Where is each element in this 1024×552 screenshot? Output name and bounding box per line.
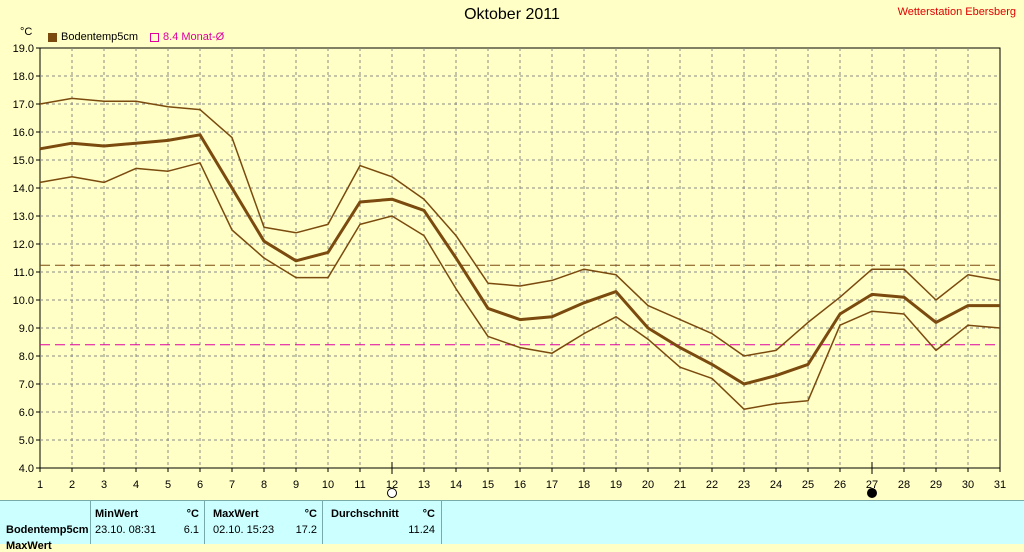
stats-row-label-next: MaxWert	[6, 540, 52, 552]
x-tick-label: 3	[101, 479, 107, 491]
x-tick-label: 8	[261, 479, 267, 491]
stats-min-cell: MinWert °C 23.10. 08:31 6.1	[90, 501, 205, 544]
x-tick-label: 12	[386, 479, 398, 491]
y-tick-label: 19.0	[13, 43, 34, 55]
x-tick-label: 4	[133, 479, 139, 491]
x-tick-label: 17	[546, 479, 558, 491]
max-value: 17.2	[295, 524, 317, 536]
x-tick-label: 18	[578, 479, 590, 491]
legend-swatch-bodentemp	[48, 32, 57, 42]
full-moon-icon	[867, 488, 877, 498]
stats-avg-cell: Durchschnitt °C 11.24	[322, 501, 442, 544]
y-tick-label: 7.0	[19, 379, 34, 391]
y-tick-label: 16.0	[13, 127, 34, 139]
y-tick-label: 4.0	[19, 463, 34, 475]
y-tick-label: 15.0	[13, 155, 34, 167]
x-tick-label: 28	[898, 479, 910, 491]
series-lines	[39, 97, 1001, 410]
x-tick-label: 13	[418, 479, 430, 491]
y-tick-label: 5.0	[19, 435, 34, 447]
min-value: 6.1	[183, 524, 199, 536]
x-tick-label: 15	[482, 479, 494, 491]
x-tick-label: 16	[514, 479, 526, 491]
y-tick-label: 9.0	[19, 323, 34, 335]
x-tick-label: 27	[866, 479, 878, 491]
y-tick-label: 14.0	[13, 183, 34, 195]
station-name: Wetterstation Ebersberg	[897, 6, 1016, 18]
series-line-max	[39, 97, 1001, 357]
x-tick-label: 26	[834, 479, 846, 491]
y-tick-label: 8.0	[19, 351, 34, 363]
x-tick-label: 7	[229, 479, 235, 491]
chart-title: Oktober 2011	[464, 6, 560, 23]
legend-swatch-monthly-avg	[150, 32, 160, 42]
x-tick-label: 1	[37, 479, 43, 491]
stats-label-cell: Bodentemp5cm MaxWert	[0, 501, 90, 552]
max-header: MaxWert	[213, 508, 259, 520]
max-date: 02.10. 15:23	[213, 524, 275, 536]
avg-header: Durchschnitt	[331, 508, 399, 520]
legend-label-bodentemp: Bodentemp5cm	[61, 31, 139, 43]
x-tick-label: 31	[994, 479, 1006, 491]
legend: Bodentemp5cm 8.4 Monat-Ø	[48, 31, 224, 43]
new-moon-icon	[387, 488, 397, 498]
y-axis-unit: °C	[20, 26, 33, 38]
min-header: MinWert	[95, 508, 139, 520]
y-tick-label: 6.0	[19, 407, 34, 419]
y-tick-label: 12.0	[13, 239, 34, 251]
avg-unit-header: °C	[422, 508, 435, 520]
x-tick-label: 2	[69, 479, 75, 491]
avg-value: 11.24	[408, 524, 435, 536]
x-tick-label: 11	[354, 479, 365, 491]
min-date: 23.10. 08:31	[95, 524, 157, 536]
stats-max-cell: MaxWert °C 02.10. 15:23 17.2	[204, 501, 323, 544]
series-line-main	[39, 133, 1000, 386]
x-tick-label: 9	[293, 479, 299, 491]
x-axis-labels: 1 2 3 4 5 6 7 8 9 10 11 12 13 14 15 16 17 18 19 20 21 22 23 24 2…	[37, 479, 1006, 491]
moon-markers	[387, 462, 877, 498]
chart-canvas: 4.05.06.07.08.09.010.011.012.013.014.015…	[13, 43, 1006, 498]
x-tick-label: 22	[706, 479, 718, 491]
stats-table: Bodentemp5cm MaxWert MinWert °C 23.10. 0…	[0, 500, 1024, 552]
x-tick-label: 6	[197, 479, 203, 491]
max-unit-header: °C	[304, 508, 317, 520]
y-tick-label: 17.0	[13, 99, 34, 111]
x-tick-label: 25	[802, 479, 814, 491]
x-tick-label: 21	[674, 479, 686, 491]
y-tick-label: 18.0	[13, 71, 34, 83]
y-tick-label: 10.0	[13, 295, 34, 307]
x-tick-label: 19	[610, 479, 622, 491]
y-tick-label: 11.0	[13, 267, 34, 279]
x-tick-label: 10	[322, 479, 334, 491]
legend-label-monthly-avg: 8.4 Monat-Ø	[163, 31, 225, 43]
x-tick-label: 23	[738, 479, 750, 491]
x-tick-label: 24	[770, 479, 782, 491]
x-tick-label: 29	[930, 479, 942, 491]
stats-row-label: Bodentemp5cm	[6, 524, 89, 536]
y-axis-labels: 4.0 5.0 6.0 7.0 8.0 9.0 10.0 11.0 12.0 13.0 14.0 15…	[13, 43, 34, 475]
reference-lines	[40, 264, 1000, 346]
x-tick-label: 14	[450, 479, 462, 491]
series-line-min	[39, 162, 1001, 410]
x-tick-label: 5	[165, 479, 171, 491]
x-tick-label: 20	[642, 479, 654, 491]
x-tick-label: 30	[962, 479, 974, 491]
min-unit-header: °C	[186, 508, 199, 520]
y-tick-label: 13.0	[13, 211, 34, 223]
